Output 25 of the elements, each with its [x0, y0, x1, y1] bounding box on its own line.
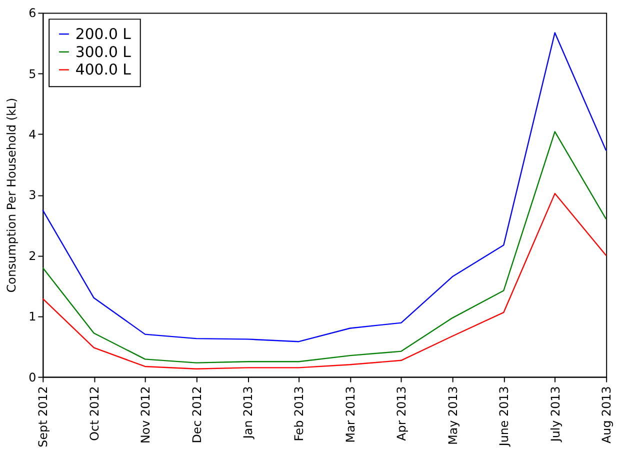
y-tick-label: 0 [28, 370, 36, 384]
x-tick-label: Nov 2012 [138, 386, 153, 444]
line-series [42, 131, 607, 364]
x-tick-label: Oct 2012 [87, 386, 102, 441]
x-tick-label: Dec 2012 [190, 386, 204, 444]
legend-label: 400.0 L [75, 60, 132, 79]
y-tick-label: 1 [28, 310, 36, 324]
legend-label: 300.0 L [75, 42, 132, 61]
legend-label: 200.0 L [75, 25, 132, 44]
y-tick-label: 4 [28, 128, 36, 142]
x-tick-label: Mar 2013 [343, 386, 358, 443]
x-tick-label: June 2013 [497, 386, 512, 448]
line-series [42, 192, 607, 370]
y-axis-title: Consumption Per Household (kL) [4, 98, 19, 293]
y-tick-label: 3 [28, 188, 36, 202]
y-tick-label: 6 [28, 6, 36, 20]
x-tick-label: May 2013 [446, 386, 460, 445]
x-tick-label: Feb 2013 [292, 386, 306, 442]
x-tick-label: Aug 2013 [600, 386, 614, 444]
x-tick-label: Jan 2013 [241, 386, 256, 440]
y-tick-label: 5 [28, 66, 36, 81]
x-tick-label: Sept 2012 [36, 386, 50, 448]
x-tick-label: Apr 2013 [394, 386, 409, 441]
y-tick-label: 2 [28, 248, 36, 263]
x-tick-label: July 2013 [548, 386, 562, 443]
